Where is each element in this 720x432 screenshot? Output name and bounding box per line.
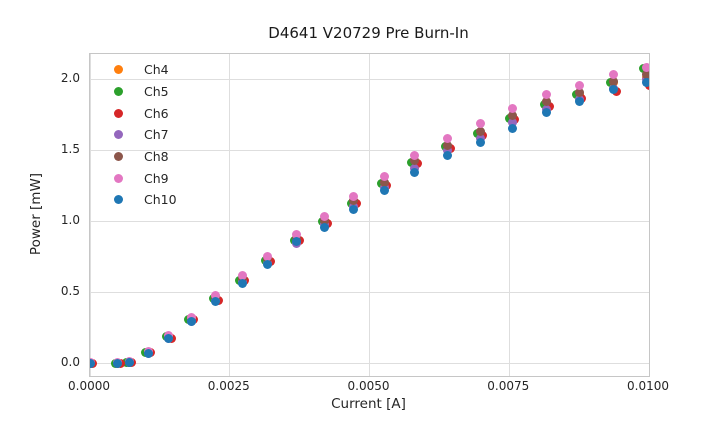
legend: Ch4 Ch5 Ch6 Ch7 Ch8 Ch9 Ch10	[108, 59, 177, 211]
legend-item-ch9: Ch9	[108, 167, 177, 189]
data-point-ch8	[443, 140, 453, 150]
x-gridline	[508, 54, 510, 376]
data-point-ch9	[641, 62, 649, 72]
y-gridline	[90, 292, 649, 294]
data-point-ch9	[211, 291, 221, 301]
data-point-ch10	[113, 359, 123, 369]
x-gridline	[648, 54, 649, 376]
chart-title: D4641 V20729 Pre Burn-In	[268, 24, 469, 42]
y-gridline	[90, 79, 649, 81]
data-point-ch8	[574, 88, 584, 98]
legend-marker-icon	[114, 65, 123, 75]
data-point-ch9	[237, 271, 247, 281]
legend-marker-icon	[114, 87, 123, 97]
legend-label: Ch5	[144, 84, 169, 100]
data-point-ch10	[263, 260, 273, 270]
data-point-ch9	[263, 251, 273, 261]
data-point-ch10	[608, 85, 618, 95]
data-point-ch10	[291, 237, 301, 247]
data-point-ch8	[542, 96, 552, 106]
x-tick-label: 0.0025	[207, 379, 250, 393]
data-point-ch9	[475, 119, 485, 129]
data-point-ch10	[641, 78, 649, 88]
data-point-ch9	[349, 191, 359, 201]
legend-item-ch5: Ch5	[108, 81, 177, 103]
data-point-ch9	[320, 211, 330, 221]
y-gridline	[90, 363, 649, 365]
data-point-ch10	[379, 186, 389, 196]
legend-label: Ch4	[144, 62, 169, 78]
y-gridline	[90, 221, 649, 223]
legend-marker-icon	[114, 130, 123, 140]
y-tick-label: 1.5	[60, 141, 80, 156]
data-point-ch8	[379, 177, 389, 187]
legend-item-ch7: Ch7	[108, 124, 177, 146]
data-point-ch10	[211, 296, 221, 306]
legend-label: Ch10	[144, 192, 177, 208]
data-point-ch8	[641, 69, 649, 79]
data-point-ch10	[143, 349, 153, 359]
data-point-ch10	[237, 278, 247, 288]
data-point-ch8	[409, 156, 419, 166]
data-point-ch9	[291, 230, 301, 240]
legend-item-ch10: Ch10	[108, 189, 177, 211]
data-point-ch10	[163, 333, 173, 343]
data-point-ch10	[124, 358, 134, 367]
legend-item-ch4: Ch4	[108, 59, 177, 81]
y-tick-label: 2.0	[60, 70, 80, 85]
y-gridline	[90, 150, 649, 152]
data-point-ch9	[608, 69, 618, 79]
legend-label: Ch9	[144, 170, 169, 186]
y-tick-label: 0.0	[60, 354, 80, 369]
legend-marker-icon	[114, 152, 123, 162]
legend-item-ch6: Ch6	[108, 102, 177, 124]
legend-label: Ch6	[144, 105, 169, 121]
legend-marker-icon	[114, 173, 123, 183]
data-point-ch10	[186, 316, 196, 326]
x-tick-label: 0.0100	[627, 379, 669, 393]
x-gridline	[90, 54, 91, 376]
legend-item-ch8: Ch8	[108, 146, 177, 168]
data-point-ch10	[475, 137, 485, 147]
data-point-ch7	[507, 118, 517, 128]
data-point-ch10	[90, 359, 95, 369]
data-point-ch10	[349, 204, 359, 214]
x-axis-label: Current [A]	[331, 396, 406, 412]
data-point-ch9	[574, 81, 584, 91]
x-tick-label: 0.0000	[68, 379, 110, 393]
x-tick-label: 0.0075	[487, 379, 530, 393]
legend-marker-icon	[114, 108, 123, 118]
legend-label: Ch7	[144, 127, 169, 143]
data-point-ch8	[507, 110, 517, 120]
y-tick-label: 0.5	[60, 283, 80, 298]
data-point-ch8	[608, 76, 618, 86]
y-tick-label: 1.0	[60, 212, 80, 227]
data-point-ch10	[320, 223, 330, 233]
data-point-ch10	[574, 96, 584, 106]
data-point-ch10	[542, 108, 552, 118]
data-point-ch9	[542, 89, 552, 99]
legend-label: Ch8	[144, 149, 169, 165]
legend-marker-icon	[114, 195, 123, 205]
data-point-ch9	[443, 133, 453, 143]
x-gridline	[229, 54, 231, 376]
data-point-ch9	[507, 103, 517, 113]
data-point-ch10	[443, 150, 453, 160]
data-point-ch8	[475, 126, 485, 136]
x-gridline	[369, 54, 370, 376]
data-point-ch9	[379, 172, 389, 182]
data-point-ch10	[507, 123, 517, 133]
data-point-ch9	[409, 150, 419, 160]
data-point-ch10	[409, 167, 419, 177]
plot-area: Ch4 Ch5 Ch6 Ch7 Ch8 Ch9 Ch10	[89, 53, 650, 377]
x-tick-label: 0.0050	[347, 379, 390, 393]
